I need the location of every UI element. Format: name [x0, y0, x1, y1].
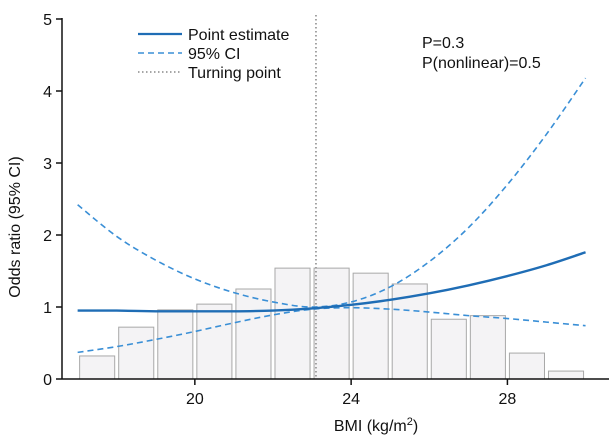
- legend-label-point-estimate: Point estimate: [188, 27, 289, 44]
- x-axis-label-main: BMI (kg/m: [334, 418, 407, 435]
- axes: 0 1 2 3 4 5 20 24 28: [43, 12, 609, 408]
- legend-label-turning-point: Turning point: [188, 65, 281, 82]
- x-tick-label-28: 28: [499, 391, 517, 408]
- histogram-bar-3: [157, 309, 194, 380]
- y-tick-label-1: 1: [43, 300, 52, 317]
- ci-upper-curve: [77, 77, 587, 308]
- ci-lower-curve: [77, 306, 586, 354]
- x-axis-label: BMI (kg/m2): [334, 416, 418, 435]
- x-tick-label-24: 24: [342, 391, 360, 408]
- histogram-bar-10: [430, 318, 467, 380]
- x-ticks: 20 24 28: [186, 379, 516, 408]
- y-tick-label-3: 3: [43, 156, 52, 173]
- y-ticks: 0 1 2 3 4 5: [43, 12, 62, 389]
- histogram-bars: [79, 267, 585, 380]
- y-tick-label-0: 0: [43, 372, 52, 389]
- x-axis-label-superscript: 2: [407, 416, 413, 428]
- histogram-bar-4: [196, 303, 233, 380]
- x-tick-label-20: 20: [186, 391, 204, 408]
- point-estimate-curve: [77, 251, 586, 313]
- histogram-bar-5: [235, 288, 272, 380]
- y-tick-label-2: 2: [43, 228, 52, 245]
- histogram-bar-6: [274, 267, 311, 380]
- y-tick-label-5: 5: [43, 12, 52, 29]
- y-axis-label: Odds ratio (95% CI): [7, 156, 24, 297]
- p-value-annotation: P=0.3: [422, 35, 464, 52]
- legend: Point estimate 95% CI Turning point: [138, 27, 289, 82]
- legend-label-ci: 95% CI: [188, 46, 240, 63]
- x-axis-label-suffix: ): [413, 418, 418, 435]
- histogram-bar-13: [547, 370, 585, 380]
- histogram-bar-11: [469, 315, 506, 380]
- histogram-bar-8: [352, 272, 389, 380]
- histogram-bar-7: [313, 267, 350, 380]
- histogram-bar-2: [118, 326, 155, 380]
- histogram-bar-12: [508, 352, 545, 380]
- y-tick-label-4: 4: [43, 84, 52, 101]
- histogram-bar-1: [79, 355, 116, 380]
- p-nonlinear-annotation: P(nonlinear)=0.5: [422, 55, 541, 72]
